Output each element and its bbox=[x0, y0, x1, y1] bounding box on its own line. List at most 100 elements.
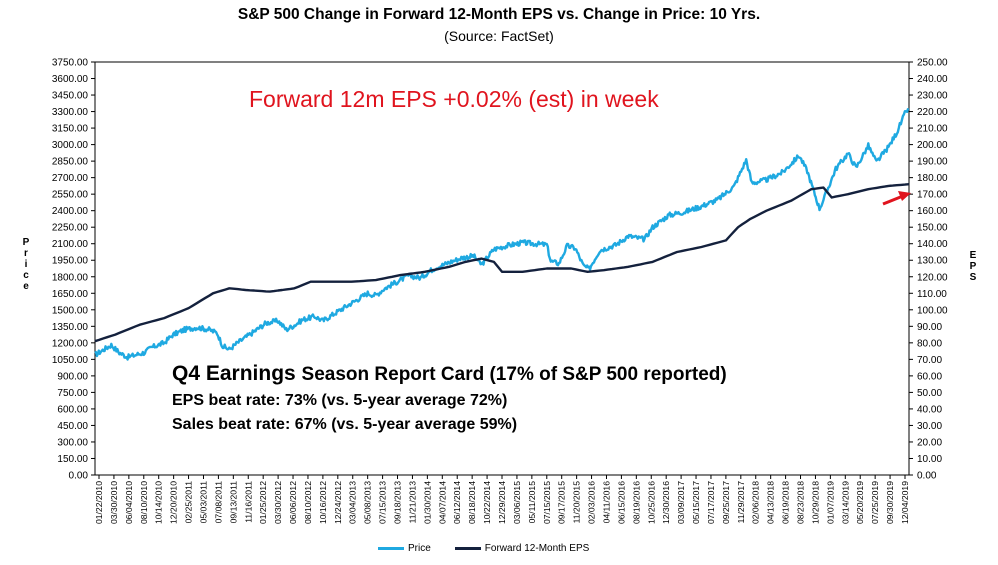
plot-frame bbox=[94, 61, 910, 476]
y-tick-label-left: 3450.00 bbox=[52, 91, 89, 102]
x-tick-label: 08/10/2012 bbox=[303, 481, 313, 524]
x-tick-label: 10/29/2018 bbox=[810, 481, 820, 524]
red-arrow-head bbox=[898, 191, 911, 201]
x-tick-label: 12/30/2016 bbox=[661, 481, 671, 524]
sales-beat-rate: Sales beat rate: 67% (vs. 5-year average… bbox=[172, 416, 518, 433]
x-tick-label: 12/24/2012 bbox=[333, 481, 343, 524]
axis-label-letter: S bbox=[969, 272, 977, 283]
x-tick-label: 03/30/2012 bbox=[273, 481, 283, 524]
axis-label-letter: i bbox=[24, 259, 28, 270]
x-tick-label: 03/30/2010 bbox=[109, 481, 119, 524]
y-tick-label-right: 160.00 bbox=[917, 206, 948, 217]
y-tick-label-right: 140.00 bbox=[917, 239, 948, 250]
y-tick-label-right: 100.00 bbox=[917, 305, 948, 316]
x-tick-label: 03/14/2019 bbox=[840, 481, 850, 524]
y-tick-label-right: 60.00 bbox=[917, 371, 942, 382]
y-tick-label-left: 2400.00 bbox=[52, 206, 89, 217]
x-tick-label: 09/30/2019 bbox=[885, 481, 895, 524]
y-tick-label-right: 190.00 bbox=[917, 157, 948, 168]
x-tick-label: 08/23/2018 bbox=[796, 481, 806, 524]
y-tick-label-right: 40.00 bbox=[917, 404, 942, 415]
x-tick-label: 07/08/2011 bbox=[213, 481, 223, 524]
y-tick-label-left: 2550.00 bbox=[52, 190, 89, 201]
x-tick-label: 10/16/2012 bbox=[318, 481, 328, 524]
x-tick-label: 05/20/2019 bbox=[855, 481, 865, 524]
legend-swatch bbox=[454, 547, 481, 550]
legend-swatch bbox=[378, 547, 404, 550]
y-tick-label-left: 750.00 bbox=[57, 388, 88, 399]
y-tick-label-left: 2850.00 bbox=[52, 157, 89, 168]
y-tick-label-left: 1050.00 bbox=[52, 355, 89, 366]
x-tick-label: 08/18/2014 bbox=[467, 481, 477, 524]
x-tick-label: 04/13/2018 bbox=[766, 481, 776, 524]
y-tick-label-right: 130.00 bbox=[917, 256, 948, 267]
axis-label-letter: r bbox=[24, 248, 28, 259]
y-tick-label-right: 70.00 bbox=[917, 355, 942, 366]
x-tick-label: 06/06/2012 bbox=[288, 481, 298, 524]
y-tick-label-right: 110.00 bbox=[917, 289, 947, 300]
x-tick-label: 03/06/2015 bbox=[512, 481, 522, 524]
x-tick-label: 12/20/2010 bbox=[169, 481, 179, 524]
x-tick-label: 03/09/2017 bbox=[676, 481, 686, 524]
y-tick-label-right: 30.00 bbox=[917, 421, 942, 432]
y-tick-label-left: 450.00 bbox=[57, 421, 88, 432]
y-tick-label-left: 3600.00 bbox=[52, 74, 89, 85]
x-tick-label: 10/14/2010 bbox=[154, 481, 164, 524]
y-tick-label-left: 300.00 bbox=[57, 437, 88, 448]
x-tick-label: 07/15/2015 bbox=[542, 481, 552, 524]
x-tick-label: 09/17/2015 bbox=[557, 481, 567, 524]
x-tick-label: 05/11/2015 bbox=[527, 481, 537, 524]
headline-annotation: Forward 12m EPS +0.02% (est) in week bbox=[249, 86, 659, 112]
x-tick-label: 04/07/2014 bbox=[437, 481, 447, 524]
y-tick-label-left: 3150.00 bbox=[52, 124, 89, 135]
y-tick-label-left: 150.00 bbox=[57, 454, 88, 465]
legend: Price Forward 12-Month EPS bbox=[378, 543, 607, 554]
y-tick-label-left: 2700.00 bbox=[52, 173, 89, 184]
y-tick-label-left: 0.00 bbox=[69, 471, 89, 482]
x-tick-label: 11/29/2017 bbox=[736, 481, 746, 524]
report-card-title: Q4 Earnings Season Report Card (17% of S… bbox=[172, 362, 727, 386]
y-tick-label-left: 1350.00 bbox=[52, 322, 89, 333]
y-tick-label-left: 900.00 bbox=[57, 371, 88, 382]
y-tick-label-left: 1650.00 bbox=[52, 289, 89, 300]
x-tick-label: 05/03/2011 bbox=[198, 481, 208, 524]
y-tick-label-right: 120.00 bbox=[917, 272, 948, 283]
eps-beat-rate: EPS beat rate: 73% (vs. 5-year average 7… bbox=[172, 392, 508, 409]
x-tick-label: 11/16/2011 bbox=[243, 481, 253, 523]
x-tick-label: 08/19/2016 bbox=[631, 481, 641, 524]
y-tick-label-left: 2250.00 bbox=[52, 223, 89, 234]
axis-label-letter: c bbox=[23, 270, 29, 281]
legend-label: Price bbox=[408, 543, 431, 554]
axis-label-letter: E bbox=[969, 250, 977, 261]
y-tick-label-left: 600.00 bbox=[57, 404, 88, 415]
axis-label-letter: e bbox=[23, 281, 29, 292]
x-tick-label: 01/22/2010 bbox=[94, 481, 104, 524]
price-series-line bbox=[94, 107, 910, 361]
y-tick-label-right: 250.00 bbox=[917, 58, 948, 69]
y-tick-label-left: 3300.00 bbox=[52, 107, 89, 118]
x-tick-label: 01/25/2012 bbox=[258, 481, 268, 524]
y-tick-label-right: 0.00 bbox=[917, 471, 937, 482]
x-tick-label: 12/04/2019 bbox=[900, 481, 910, 524]
x-tick-label: 06/04/2010 bbox=[124, 481, 134, 524]
x-tick-label: 02/25/2011 bbox=[184, 481, 194, 524]
y-tick-label-right: 170.00 bbox=[917, 190, 948, 201]
x-tick-label: 05/08/2013 bbox=[363, 481, 373, 524]
x-tick-label: 02/06/2018 bbox=[751, 481, 761, 524]
x-tick-label: 07/25/2019 bbox=[870, 481, 880, 524]
x-tick-label: 11/20/2015 bbox=[572, 481, 582, 524]
y-tick-label-left: 1950.00 bbox=[52, 256, 89, 267]
y-tick-label-left: 2100.00 bbox=[52, 239, 89, 250]
y-tick-label-right: 150.00 bbox=[917, 223, 948, 234]
y-tick-label-right: 230.00 bbox=[917, 91, 948, 102]
y-tick-label-left: 3750.00 bbox=[52, 58, 89, 69]
y-tick-label-right: 90.00 bbox=[917, 322, 942, 333]
axis-label-letter: P bbox=[22, 237, 30, 248]
x-tick-label: 06/19/2018 bbox=[781, 481, 791, 524]
x-tick-label: 06/12/2014 bbox=[452, 481, 462, 524]
x-tick-label: 07/15/2013 bbox=[378, 481, 388, 524]
x-tick-label: 09/18/2013 bbox=[393, 481, 403, 524]
x-tick-label: 01/07/2019 bbox=[825, 481, 835, 524]
